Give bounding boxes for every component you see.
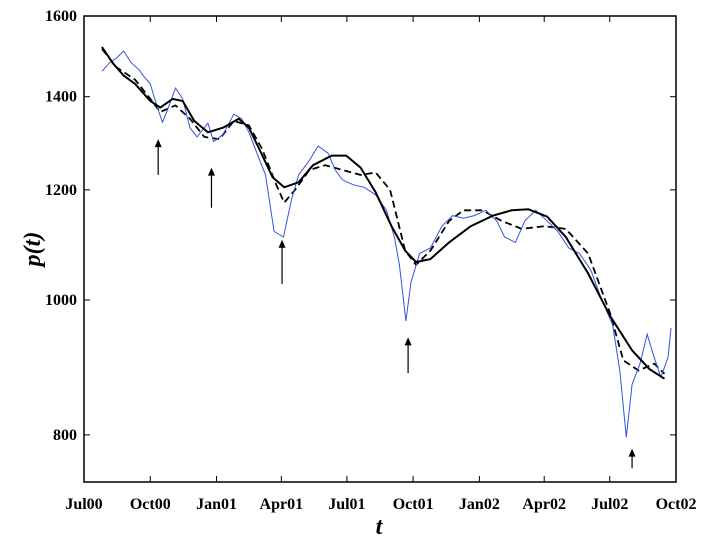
x-tick-label: Jan02 [459, 496, 500, 513]
arrow-head [207, 167, 215, 176]
y-tick-label: 1200 [45, 182, 77, 199]
y-tick-label: 1400 [45, 89, 77, 106]
x-tick-label: Oct02 [656, 496, 697, 513]
x-tick-label: Jan01 [196, 496, 237, 513]
plot-frame [83, 15, 677, 483]
x-tick-label: Oct00 [130, 496, 171, 513]
arrow-marker [404, 337, 412, 374]
observed-layer [101, 50, 672, 438]
arrow-marker [154, 139, 162, 175]
y-tick-label: 800 [53, 427, 77, 444]
arrow-marker [207, 167, 215, 208]
fit-solid-layer [101, 46, 666, 380]
x-tick-label: Jul00 [65, 496, 102, 513]
arrow-head [628, 448, 636, 457]
series-line-fit-solid [101, 46, 666, 380]
y-tick-label: 1600 [45, 8, 77, 25]
arrow-marker [278, 239, 286, 284]
y-axis: 800 1000 1200 1400 1600 [45, 8, 676, 444]
arrow-head [278, 239, 286, 248]
x-tick-label: Apr01 [260, 496, 304, 513]
x-tick-label: Jul02 [591, 496, 628, 513]
fit-dashed-layer [101, 48, 666, 375]
arrow-head [404, 337, 412, 346]
x-tick-label: Jul01 [328, 496, 365, 513]
arrow-layer [154, 139, 636, 469]
x-tick-label: Apr02 [522, 496, 566, 513]
x-axis: Jul00 Oct00 Jan01 Apr01 Jul01 Oct01 Jan02 Apr02… [65, 16, 696, 513]
arrow-marker [628, 448, 636, 469]
arrow-head [154, 139, 162, 148]
y-axis-title: p(t) [20, 232, 46, 269]
series-line-fit-dashed [101, 48, 666, 375]
series-line-observed [101, 50, 672, 438]
y-tick-label: 1000 [45, 292, 77, 309]
x-axis-title: t [376, 514, 384, 540]
x-tick-label: Oct01 [393, 496, 434, 513]
